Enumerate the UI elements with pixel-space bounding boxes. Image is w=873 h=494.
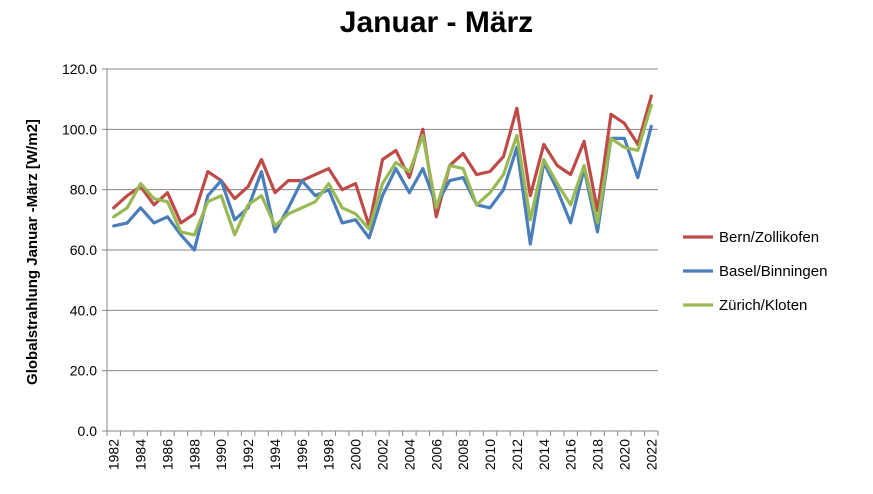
x-tick-label: 2020 bbox=[616, 439, 632, 470]
series-line-3 bbox=[112, 103, 653, 237]
x-tick-label: 1988 bbox=[186, 439, 202, 470]
x-tick-label: 2000 bbox=[348, 439, 364, 470]
x-tick-label: 1996 bbox=[294, 439, 310, 470]
series-line-1 bbox=[112, 94, 653, 228]
x-tick-label: 2014 bbox=[536, 439, 552, 470]
y-tick-label: 80.0 bbox=[70, 182, 97, 198]
x-tick-label: 2004 bbox=[401, 439, 417, 470]
x-tick-label: 1992 bbox=[240, 439, 256, 470]
x-tick-label: 1998 bbox=[321, 439, 337, 470]
y-tick-label: 100.0 bbox=[62, 121, 97, 137]
chart-title: Januar - März bbox=[339, 6, 534, 39]
y-tick-label: 120.0 bbox=[62, 61, 97, 77]
x-tick-label: 1994 bbox=[267, 439, 283, 470]
x-tick-label: 1984 bbox=[133, 439, 149, 470]
x-tick-label: 2006 bbox=[428, 439, 444, 470]
x-tick-label: 2008 bbox=[455, 439, 471, 470]
legend-label: Zürich/Kloten bbox=[719, 297, 807, 314]
x-tick-label: 2012 bbox=[509, 439, 525, 470]
x-tick-label: 2010 bbox=[482, 439, 498, 470]
legend-label: Basel/Binningen bbox=[719, 263, 827, 280]
x-tick-label: 2002 bbox=[375, 439, 391, 470]
x-tick-label: 2022 bbox=[643, 439, 659, 470]
y-tick-label: 40.0 bbox=[70, 302, 97, 318]
y-axis-label: Globalstrahlung Januar -März [W/m2] bbox=[24, 119, 41, 385]
x-tick-label: 2018 bbox=[590, 439, 606, 470]
y-tick-label: 60.0 bbox=[70, 242, 97, 258]
x-tick-label: 1982 bbox=[106, 439, 122, 470]
y-tick-label: 20.0 bbox=[70, 363, 97, 379]
y-tick-label: 0.0 bbox=[78, 423, 98, 439]
x-tick-label: 1986 bbox=[159, 439, 175, 470]
legend-label: Bern/Zollikofen bbox=[719, 229, 819, 246]
x-tick-label: 1990 bbox=[213, 439, 229, 470]
x-tick-label: 2016 bbox=[563, 439, 579, 470]
